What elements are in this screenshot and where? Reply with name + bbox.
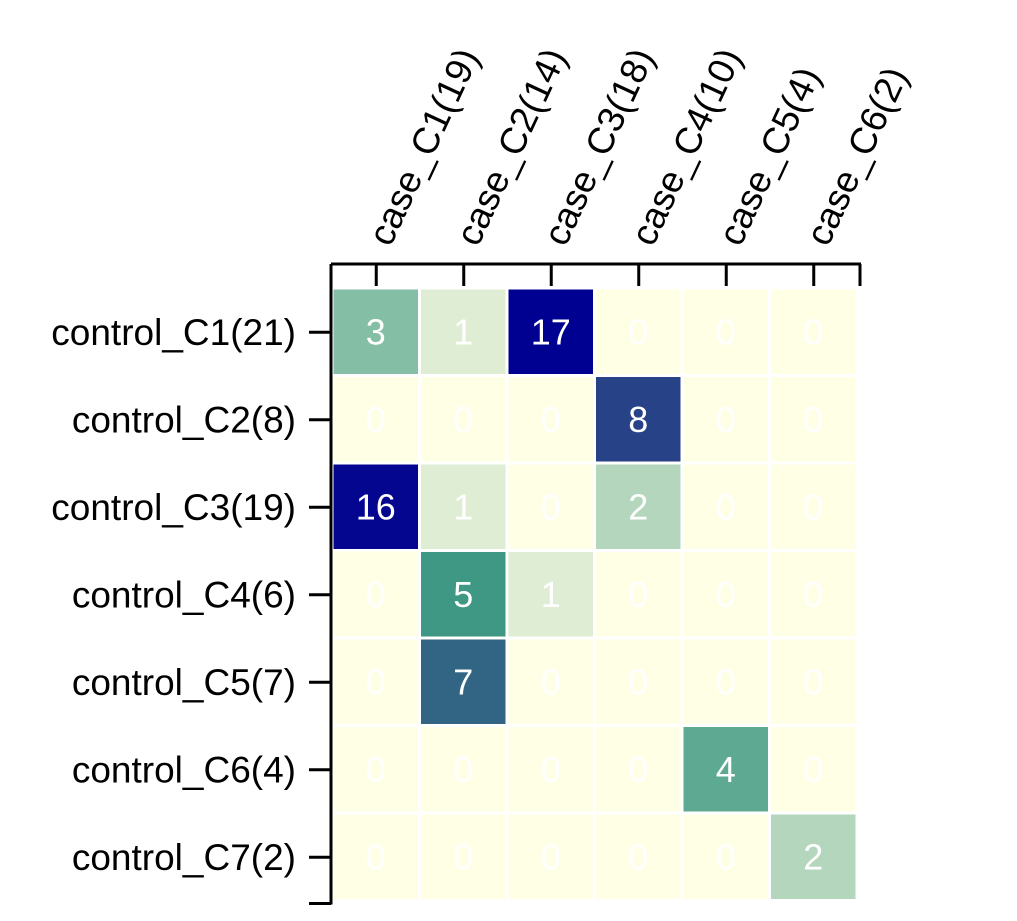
heatmap-cell — [596, 814, 681, 899]
heatmap-cell — [421, 464, 506, 549]
cell-value-label: 0 — [628, 661, 648, 702]
heatmap-cell — [333, 464, 418, 549]
cell-value-label: 1 — [453, 311, 473, 352]
cell-value-label: 0 — [541, 399, 561, 440]
heatmap-cell — [771, 464, 856, 549]
heatmap-cell — [421, 289, 506, 374]
y-tick-label: control_C3(19) — [51, 487, 296, 528]
cell-value-label: 0 — [716, 836, 736, 877]
heatmap-cell — [596, 464, 681, 549]
cell-value-label: 0 — [716, 661, 736, 702]
cell-value-label: 0 — [453, 399, 473, 440]
heatmap-cell — [333, 727, 418, 812]
heatmap-cell — [683, 814, 768, 899]
heatmap-cell — [508, 464, 593, 549]
cell-value-label: 16 — [356, 486, 396, 527]
heatmap-cell — [596, 289, 681, 374]
y-tick-label: control_C2(8) — [72, 399, 296, 440]
cell-value-label: 5 — [453, 574, 473, 615]
cell-value-label: 0 — [366, 836, 386, 877]
cell-value-label: 2 — [628, 486, 648, 527]
cell-value-label: 0 — [453, 836, 473, 877]
heatmap-cell — [333, 552, 418, 637]
heatmap-cell — [508, 639, 593, 724]
cell-value-label: 0 — [803, 749, 823, 790]
cell-value-label: 2 — [803, 836, 823, 877]
cell-value-label: 0 — [716, 399, 736, 440]
cell-value-label: 0 — [803, 311, 823, 352]
heatmap-cell — [333, 814, 418, 899]
heatmap-cell — [596, 377, 681, 462]
heatmap-cell — [683, 727, 768, 812]
cell-value-label: 0 — [541, 661, 561, 702]
heatmap-cell — [508, 377, 593, 462]
heatmap-cell — [508, 552, 593, 637]
cell-value-label: 0 — [628, 574, 648, 615]
heatmap-cell — [508, 289, 593, 374]
heatmap-cell — [596, 639, 681, 724]
cell-value-label: 3 — [366, 311, 386, 352]
cell-value-label: 4 — [716, 749, 736, 790]
cell-value-label: 0 — [366, 574, 386, 615]
heatmap-cell — [683, 377, 768, 462]
cell-value-label: 0 — [803, 574, 823, 615]
cell-value-label: 1 — [453, 486, 473, 527]
cell-value-label: 0 — [628, 749, 648, 790]
cell-value-label: 0 — [541, 486, 561, 527]
heatmap-axes — [309, 262, 862, 905]
heatmap-cell — [596, 552, 681, 637]
cell-value-label: 0 — [366, 399, 386, 440]
cell-value-label: 0 — [541, 836, 561, 877]
heatmap-cell — [771, 814, 856, 899]
heatmap-cell — [771, 727, 856, 812]
cell-value-label: 1 — [541, 574, 561, 615]
heatmap-cell — [421, 727, 506, 812]
cell-value-label: 0 — [628, 836, 648, 877]
heatmap-cell — [421, 639, 506, 724]
heatmap-cell — [421, 814, 506, 899]
y-tick-label: control_C6(4) — [72, 749, 296, 790]
heatmap-cell — [421, 377, 506, 462]
cell-value-label: 7 — [453, 661, 473, 702]
cell-value-label: 0 — [803, 399, 823, 440]
heatmap-cell — [333, 639, 418, 724]
y-tick-label: control_C7(2) — [72, 837, 296, 878]
heatmap-cell — [596, 727, 681, 812]
cell-value-label: 0 — [803, 486, 823, 527]
heatmap-cell — [508, 814, 593, 899]
heatmap-cell — [508, 727, 593, 812]
cell-value-label: 0 — [366, 749, 386, 790]
heatmap-cell — [683, 464, 768, 549]
heatmap-cell — [421, 552, 506, 637]
y-tick-label: control_C4(6) — [72, 574, 296, 615]
heatmap-cell — [771, 289, 856, 374]
cell-value-label: 8 — [628, 399, 648, 440]
y-tick-label: control_C1(21) — [51, 312, 296, 353]
heatmap-cell — [333, 377, 418, 462]
cell-value-label: 0 — [366, 661, 386, 702]
y-tick-label: control_C5(7) — [72, 662, 296, 703]
heatmap-cell — [683, 552, 768, 637]
cell-value-label: 0 — [541, 749, 561, 790]
cell-value-label: 0 — [716, 486, 736, 527]
cell-value-label: 0 — [803, 661, 823, 702]
heatmap-cell — [771, 377, 856, 462]
heatmap-cell — [683, 639, 768, 724]
heatmap-cell — [771, 639, 856, 724]
heatmap-cell — [683, 289, 768, 374]
cell-value-label: 0 — [716, 574, 736, 615]
heatmap-cells: 3 1 17 0 0 00 0 0 8 0 016 1 0 2 0 00 5 1 0 0 00 7 0 0 0 00 0 0 0 4 00 0… — [333, 289, 856, 899]
heatmap-cell — [333, 289, 418, 374]
cell-value-label: 0 — [716, 311, 736, 352]
cell-value-label: 0 — [628, 311, 648, 352]
cell-value-label: 17 — [531, 311, 571, 352]
cell-value-label: 0 — [453, 749, 473, 790]
heatmap-cell — [771, 552, 856, 637]
